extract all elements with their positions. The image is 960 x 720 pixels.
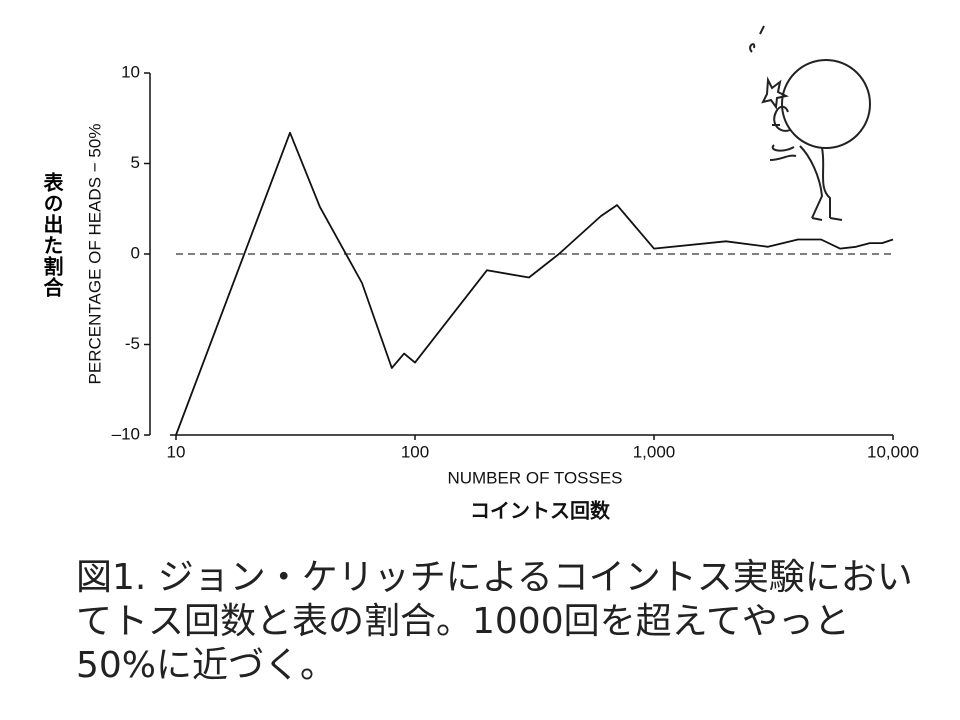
y-tick-label: 10 [121, 62, 140, 81]
data-line [175, 131, 894, 436]
x-axis-label: NUMBER OF TOSSES [447, 468, 622, 487]
y-tick-label: -5 [125, 334, 140, 353]
y-axis-label: PERCENTAGE OF HEADS − 50% [85, 124, 104, 385]
x-tick-label: 10 [167, 442, 186, 461]
y-tick-label: –10 [112, 424, 140, 443]
y-tick-label: 5 [131, 153, 140, 172]
y-tick-label: 0 [131, 243, 140, 262]
cartoon [749, 25, 871, 221]
x-tick-label: 1,000 [633, 442, 676, 461]
x-tick-label: 100 [401, 442, 429, 461]
chart: PERCENTAGE OF HEADS − 50% NUMBER OF TOSS… [85, 25, 919, 523]
x-axis-label-jp: コイントス回数 [470, 499, 611, 523]
y-axis-label-jp: 表の出た割合 [40, 172, 64, 298]
x-tick-label: 10,000 [867, 442, 919, 461]
caption: 図1. ジョン・ケリッチによるコイントス実験においてトス回数と表の割合。1000… [76, 557, 913, 686]
